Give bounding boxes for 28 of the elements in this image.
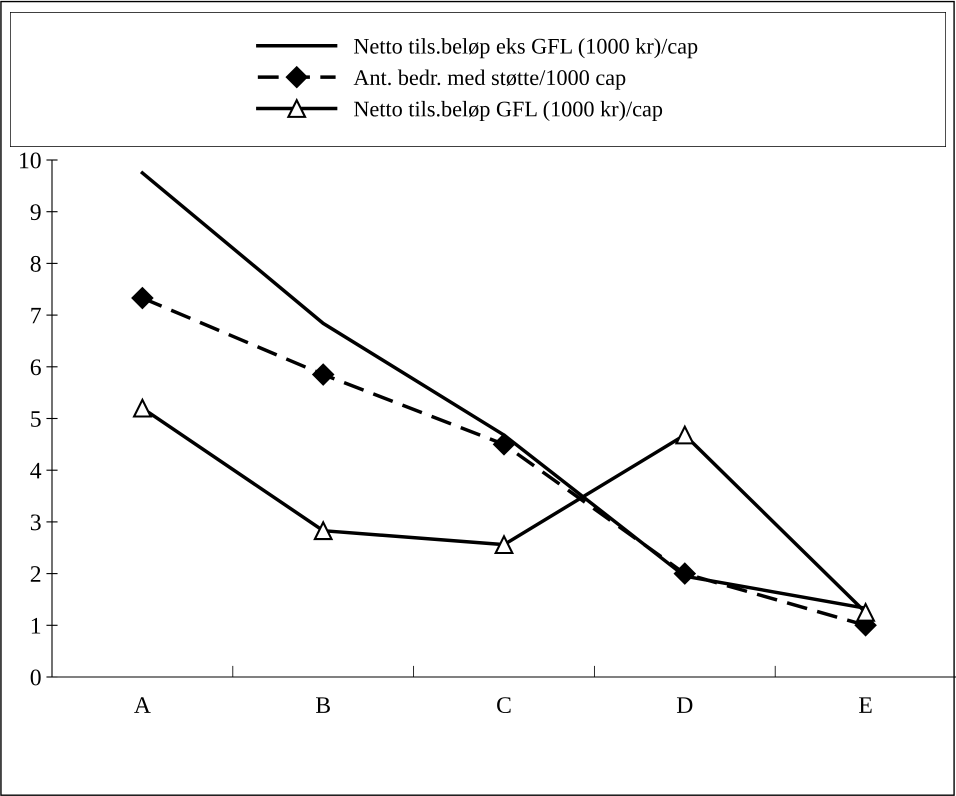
point: [133, 398, 152, 418]
point: [314, 521, 333, 540]
y-tick-label: 6: [30, 359, 41, 376]
point: [493, 433, 515, 456]
point: [494, 535, 514, 554]
point: [312, 364, 334, 386]
y-tick-label: 4: [30, 462, 42, 478]
y-tick-label: 0: [30, 669, 41, 686]
point: [674, 562, 696, 584]
y-tick-label: 7: [31, 308, 41, 324]
y-tick-label: 10: [20, 152, 41, 168]
x-tick-label: D: [676, 697, 692, 713]
legend-label: Ant. bedr. med støtte/1000 cap: [354, 69, 626, 90]
y-tick-label: 9: [30, 204, 41, 220]
point: [132, 287, 154, 309]
point: [856, 602, 875, 622]
y-tick-label: 3: [30, 514, 41, 530]
legend-label: Netto tils.beløp GFL (1000 kr)/cap: [354, 100, 662, 122]
x-tick-label: E: [859, 697, 872, 713]
y-tick-label: 5: [31, 411, 41, 427]
x-tick-label: C: [497, 697, 511, 714]
legend-label: Netto tils.beløp eks GFL (1000 kr)/cap: [354, 38, 698, 58]
x-tick-label: B: [316, 697, 330, 713]
y-tick-label: 1: [32, 618, 40, 634]
y-tick-label: 2: [30, 566, 40, 582]
y-tick-label: 8: [30, 256, 41, 272]
point: [675, 426, 694, 444]
x-tick-label: A: [134, 697, 151, 713]
